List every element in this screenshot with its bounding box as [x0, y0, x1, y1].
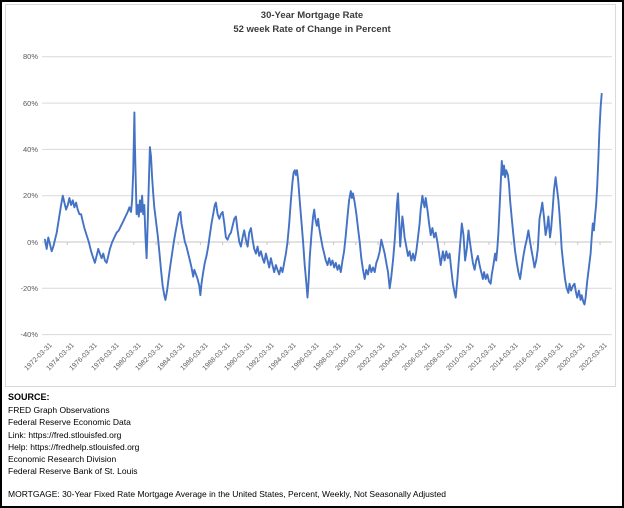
source-line: Economic Research Division [8, 454, 117, 465]
data-series-line [44, 92, 603, 306]
y-axis-tick-label: -40% [20, 330, 38, 340]
chart-title-block: 30-Year Mortgage Rate 52 week Rate of Ch… [0, 9, 624, 37]
y-axis-tick-label: 40% [22, 144, 38, 154]
y-axis-tick-label: 0% [27, 237, 38, 247]
source-line: FRED Graph Observations [8, 405, 110, 415]
y-axis-tick-label: 20% [22, 191, 38, 201]
y-axis-tick-label: -20% [20, 283, 38, 293]
source-line: Link: https://fred.stlouisfed.org [8, 429, 122, 440]
y-axis-tick-label: 60% [22, 98, 38, 108]
source-line: Help: https://fredhelp.stlouisfed.org [8, 441, 140, 452]
source-heading: SOURCE: [8, 392, 50, 402]
source-line: Federal Reserve Economic Data [8, 417, 131, 428]
y-axis-tick-label: 80% [22, 52, 38, 62]
source-line: Federal Reserve Bank of St. Louis [8, 466, 138, 477]
source-block: SOURCE: FRED Graph Observations Federal … [8, 391, 139, 478]
series-footnote: MORTGAGE: 30-Year Fixed Rate Mortgage Av… [8, 489, 446, 499]
chart-subtitle: 52 week Rate of Change in Percent [233, 24, 391, 35]
mortgage-rate-line-chart [42, 56, 612, 336]
chart-title: 30-Year Mortgage Rate [260, 10, 364, 21]
